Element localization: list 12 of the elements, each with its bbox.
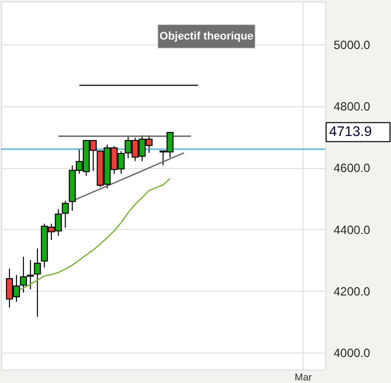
- annotation: Objectif theorique: [160, 30, 254, 42]
- candlestick: [34, 248, 41, 318]
- y-tick-label: 4200.0: [334, 284, 371, 298]
- candlestick: [26, 260, 34, 290]
- y-tick-label: 5000.0: [334, 38, 371, 52]
- text: Mar: [294, 372, 312, 383]
- candlestick: [20, 256, 27, 293]
- text: 4713.9: [329, 123, 372, 140]
- y-tick-label: 4400.0: [334, 222, 371, 237]
- y-tick-label: 4800.0: [334, 99, 371, 114]
- y-tick-label: 4600.0: [334, 161, 371, 176]
- y-tick-label: 4000.0: [334, 346, 371, 360]
